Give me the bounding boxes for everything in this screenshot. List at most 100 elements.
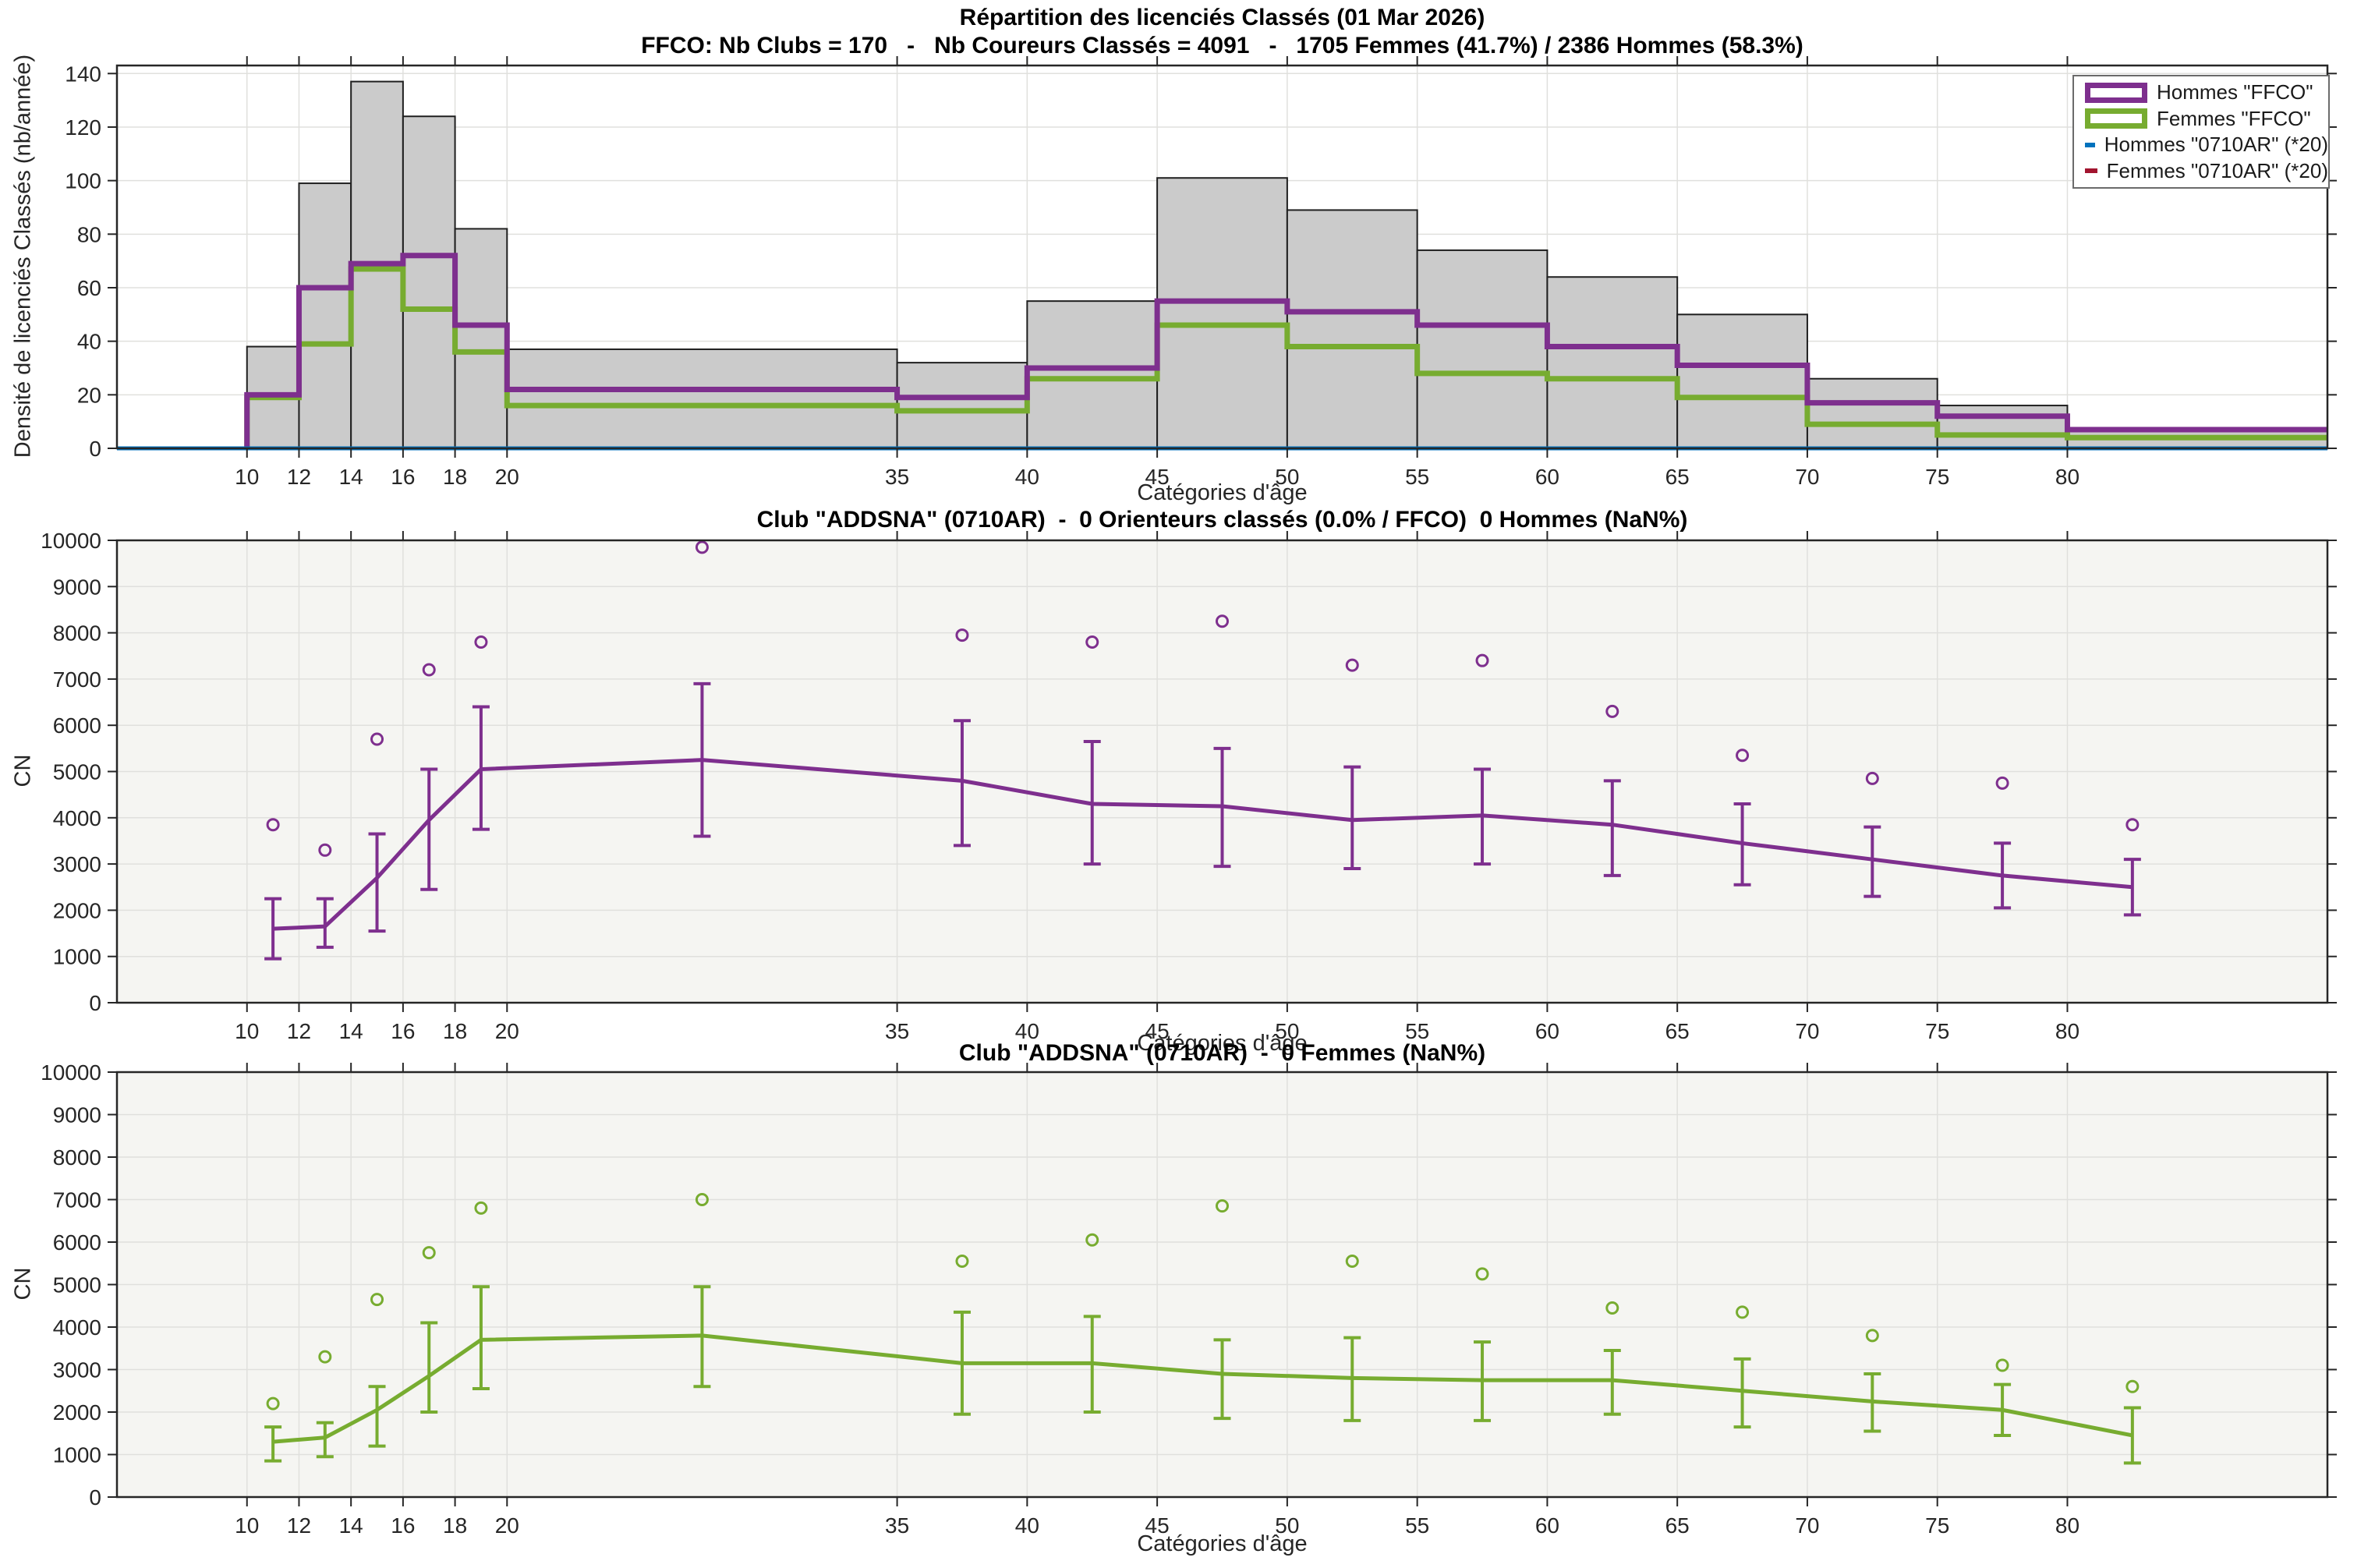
y-tick-label: 10000 [41, 1060, 101, 1085]
histogram-bar [298, 182, 352, 449]
x-tick-label: 80 [2055, 1019, 2079, 1043]
bottom-chart-title: Club "ADDSNA" (0710AR) - 0 Femmes (NaN%) [958, 1040, 1486, 1066]
y-tick-label: 8000 [53, 621, 101, 646]
histogram-bar [1676, 313, 1808, 449]
x-tick-label: 55 [1405, 1019, 1429, 1043]
femmes-ffco-swatch-icon [2085, 108, 2147, 129]
max-marker [1736, 749, 1750, 763]
max-marker [695, 540, 709, 554]
x-tick-label: 16 [391, 465, 415, 489]
x-tick-label: 40 [1015, 465, 1039, 489]
y-tick-label: 0 [89, 1485, 101, 1510]
top-chart-title-line1: Répartition des licenciés Classés (01 Ma… [959, 5, 1485, 30]
legend-item-femmes-ffco: Femmes "FFCO" [2074, 106, 2328, 131]
max-marker [1605, 1301, 1619, 1315]
max-marker [1995, 1358, 2009, 1372]
y-tick-label: 4000 [53, 806, 101, 830]
y-tick-label: 2000 [53, 898, 101, 922]
max-marker [1216, 1199, 1229, 1213]
y-tick-label: 120 [65, 115, 101, 140]
x-tick-label: 20 [495, 1019, 519, 1043]
y-tick-label: 60 [77, 276, 101, 300]
max-marker [2125, 818, 2140, 832]
x-tick-label: 70 [1795, 1513, 1819, 1538]
x-tick-label: 20 [495, 465, 519, 489]
histogram-bar [896, 362, 1028, 450]
top-chart-ylabel: Densité de licenciés Classés (nb/année) [10, 54, 36, 458]
y-tick-label: 20 [77, 383, 101, 407]
max-marker [318, 1350, 332, 1364]
x-tick-label: 14 [339, 1513, 363, 1538]
max-marker [1475, 653, 1489, 667]
mean-line [273, 758, 2133, 931]
max-marker [370, 1293, 384, 1307]
middle-chart-title: Club "ADDSNA" (0710AR) - 0 Orienteurs cl… [756, 507, 1688, 533]
x-tick-label: 65 [1665, 1513, 1690, 1538]
histogram-bar [454, 228, 508, 449]
y-tick-label: 6000 [53, 1230, 101, 1255]
x-tick-label: 65 [1665, 465, 1690, 489]
legend-label: Hommes "FFCO" [2157, 80, 2313, 104]
x-tick-label: 70 [1795, 1019, 1819, 1043]
x-tick-label: 60 [1535, 1513, 1559, 1538]
x-tick-label: 35 [885, 1513, 909, 1538]
x-tick-label: 40 [1015, 1513, 1039, 1538]
y-tick-label: 3000 [53, 1358, 101, 1382]
bottom-chart-xlabel: Catégories d'âge [1137, 1531, 1308, 1556]
y-tick-label: 9000 [53, 1103, 101, 1127]
y-tick-label: 100 [65, 169, 101, 193]
x-tick-label: 55 [1405, 465, 1429, 489]
legend-item-hommes-club: Hommes "0710AR" (*20) [2074, 133, 2328, 158]
mean-line [272, 1333, 2133, 1444]
y-tick-label: 10000 [41, 529, 101, 553]
max-marker [318, 843, 332, 857]
middle-chart-xlabel: Catégories d'âge [1137, 1031, 1308, 1056]
y-tick-label: 6000 [53, 713, 101, 738]
y-tick-label: 9000 [53, 575, 101, 599]
x-tick-label: 35 [885, 1019, 909, 1043]
max-marker [1216, 614, 1229, 628]
x-tick-label: 10 [235, 1019, 259, 1043]
max-marker [695, 1193, 709, 1206]
max-marker [1085, 635, 1099, 649]
x-tick-label: 12 [287, 1513, 311, 1538]
histogram-bar [1416, 249, 1549, 449]
max-marker [474, 635, 488, 649]
x-tick-label: 50 [1275, 1513, 1299, 1538]
x-tick-label: 50 [1275, 465, 1299, 489]
max-marker [1995, 776, 2009, 790]
y-tick-label: 8000 [53, 1145, 101, 1170]
y-tick-label: 80 [77, 222, 101, 246]
x-tick-label: 40 [1015, 1019, 1039, 1043]
histogram-bar [402, 115, 456, 449]
femmes-club-line-icon [2085, 168, 2097, 174]
max-marker [1475, 1267, 1489, 1281]
max-marker [1736, 1305, 1750, 1319]
x-tick-label: 20 [495, 1513, 519, 1538]
max-marker [1605, 704, 1619, 718]
x-tick-label: 16 [391, 1019, 415, 1043]
x-tick-label: 14 [339, 1019, 363, 1043]
histogram-bar [1286, 209, 1418, 449]
x-tick-label: 45 [1145, 1513, 1170, 1538]
max-marker [1865, 1329, 1879, 1343]
legend-item-femmes-club: Femmes "0710AR" (*20) [2074, 158, 2328, 183]
top-chart-xlabel: Catégories d'âge [1137, 480, 1308, 505]
x-tick-label: 70 [1795, 465, 1819, 489]
x-tick-label: 45 [1145, 1019, 1170, 1043]
histogram-bar [1936, 405, 2069, 449]
y-tick-label: 5000 [53, 1273, 101, 1297]
x-tick-label: 75 [1925, 1019, 1949, 1043]
y-tick-label: 4000 [53, 1315, 101, 1340]
max-marker [955, 628, 969, 642]
max-marker [474, 1201, 488, 1215]
legend-label: Femmes "0710AR" (*20) [2106, 158, 2328, 182]
legend-item-hommes-ffco: Hommes "FFCO" [2074, 80, 2328, 105]
max-marker [955, 1255, 969, 1269]
y-tick-label: 1000 [53, 945, 101, 969]
hommes-ffco-swatch-icon [2085, 82, 2147, 103]
y-tick-label: 0 [89, 437, 101, 461]
x-tick-label: 80 [2055, 1513, 2079, 1538]
y-tick-label: 2000 [53, 1400, 101, 1425]
